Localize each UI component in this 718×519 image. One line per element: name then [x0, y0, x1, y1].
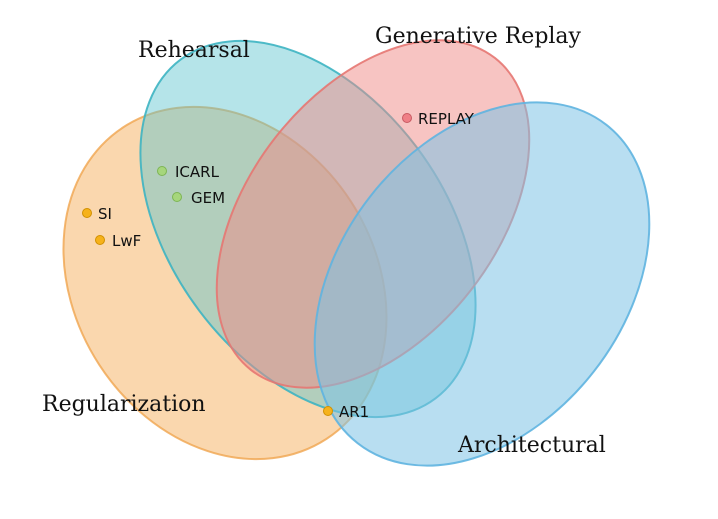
lwf-dot	[95, 235, 105, 245]
icarl-dot	[157, 166, 167, 176]
replay-label: REPLAY	[418, 110, 475, 128]
lwf-label: LwF	[112, 232, 141, 250]
architectural-ellipse	[313, 101, 651, 467]
icarl-label: ICARL	[175, 163, 220, 181]
replay-dot	[402, 113, 412, 123]
si-dot	[82, 208, 92, 218]
rehearsal-label: Rehearsal	[138, 38, 250, 63]
architectural-label: Architectural	[457, 433, 606, 458]
si-label: SI	[98, 205, 112, 223]
generative-replay-label: Generative Replay	[375, 24, 582, 49]
regularization-label: Regularization	[42, 392, 206, 417]
ar1-dot	[323, 406, 333, 416]
gem-dot	[172, 192, 182, 202]
gem-label: GEM	[191, 189, 225, 207]
ar1-label: AR1	[339, 403, 369, 421]
